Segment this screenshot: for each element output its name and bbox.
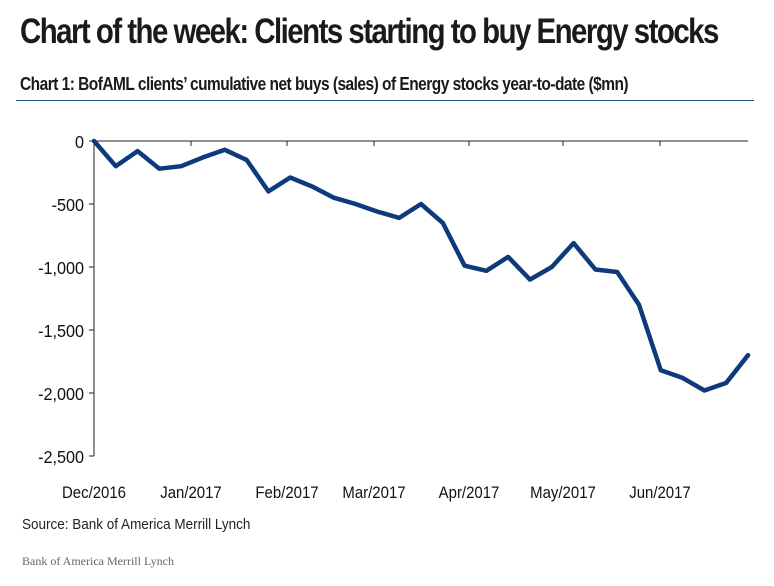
y-tick-label: -2,000 — [38, 384, 84, 404]
y-tick-label: -2,500 — [38, 447, 84, 467]
y-axis-ticks: 0 -500 -1,000 -1,500 -2,000 -2,500 — [38, 132, 94, 467]
image-credit: Bank of America Merrill Lynch — [22, 554, 174, 568]
x-tick-label: Dec/2016 — [62, 484, 126, 502]
chart-title: Chart of the week: Clients starting to b… — [20, 12, 719, 51]
series-line — [91, 138, 751, 393]
source-note: Source: Bank of America Merrill Lynch — [22, 516, 251, 533]
x-tick-label: May/2017 — [530, 484, 596, 502]
chart-subtitle: Chart 1: BofAML clients’ cumulative net … — [20, 74, 629, 94]
title-rule — [16, 100, 754, 101]
x-tick-label: Apr/2017 — [439, 484, 500, 502]
chart-axes — [93, 140, 748, 456]
chart-series — [91, 138, 751, 393]
y-tick-label: -1,500 — [38, 321, 84, 341]
x-tick-label: Feb/2017 — [255, 484, 318, 502]
y-tick-label: 0 — [75, 132, 84, 152]
x-tick-label: Jun/2017 — [629, 484, 691, 502]
x-axis-ticks: Dec/2016 Jan/2017 Feb/2017 Mar/2017 Apr/2017… — [62, 141, 691, 502]
y-tick-label: -500 — [52, 195, 84, 215]
y-tick-label: -1,000 — [38, 258, 84, 278]
x-tick-label: Mar/2017 — [342, 484, 405, 502]
x-tick-label: Jan/2017 — [160, 484, 222, 502]
